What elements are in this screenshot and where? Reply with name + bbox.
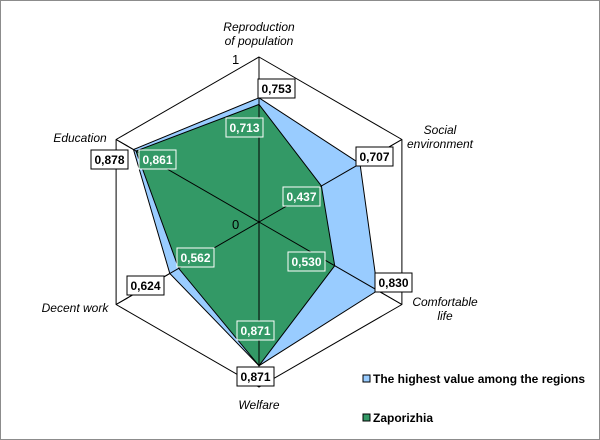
data-label-highest-box [374,272,413,293]
axis-labels: Reproduction of population Social environme… [42,20,478,412]
data-label-highest-text: 0,878 [94,153,124,167]
data-label-highest-text: 0,624 [130,279,160,293]
data-label-zaporizhia-text: 0,713 [229,121,259,135]
data-label-highest-box [90,149,129,170]
axis-label-social-line: Social [424,123,457,137]
axis-label-education: Education [53,131,107,145]
legend-item-highest: The highest value among the regions [362,372,585,386]
axis-label-welfare: Welfare [238,398,279,412]
data-label-highest: 0,624 [126,275,165,296]
axis-label-decent-work-line: Decent work [42,301,110,315]
data-label-highest-text: 0,830 [378,276,408,290]
data-label-zaporizhia-box [287,251,326,272]
data-label-highest-text: 0,871 [240,370,270,384]
tick-label-zero: 0 [232,217,239,232]
axis-label-comfortable-line: Comfortable [412,295,478,309]
data-label-zaporizhia-box [282,186,321,207]
data-label-zaporizhia: 0,713 [225,117,264,138]
axis-label-social: Social environment [407,123,474,151]
axis-label-reproduction: Reproduction of population [223,20,295,48]
data-label-zaporizhia: 0,871 [236,320,275,341]
legend-label-highest: The highest value among the regions [373,372,585,386]
series-layer [115,57,403,387]
data-label-zaporizhia-box [225,117,264,138]
data-label-zaporizhia: 0,562 [176,247,215,268]
data-label-zaporizhia: 0,530 [287,251,326,272]
data-label-zaporizhia-text: 0,437 [286,190,316,204]
axis-label-comfortable-line: life [437,309,453,323]
axis-label-education-line: Education [53,131,107,145]
data-label-zaporizhia: 0,861 [138,149,177,170]
data-label-highest-text: 0,753 [261,82,291,96]
axis-label-welfare-line: Welfare [238,398,279,412]
data-label-highest: 0,753 [257,78,296,99]
data-label-zaporizhia-box [176,247,215,268]
data-label-highest-box [257,78,296,99]
data-labels: 0,753 0,707 0,830 0,871 0,624 0,878 0,713 0,437… [90,78,413,387]
tick-label-one: 1 [232,52,239,67]
data-label-highest: 0,878 [90,149,129,170]
axis-label-reproduction-line: Reproduction [223,20,295,34]
data-label-highest: 0,871 [236,366,275,387]
data-label-highest-text: 0,707 [359,150,389,164]
axis-label-reproduction-line: of population [225,34,294,48]
legend-swatch-zaporizhia [362,413,371,422]
data-label-highest-box [236,366,275,387]
legend-label-zaporizhia: Zaporizhia [373,411,433,425]
data-label-zaporizhia-text: 0,861 [142,153,172,167]
data-label-highest: 0,830 [374,272,413,293]
axis-label-comfortable: Comfortable life [412,295,478,323]
axis-label-social-line: environment [407,137,474,151]
data-label-zaporizhia-text: 0,562 [180,251,210,265]
data-label-highest-box [126,275,165,296]
data-label-zaporizhia-text: 0,530 [291,255,321,269]
data-label-zaporizhia: 0,437 [282,186,321,207]
legend-item-zaporizhia: Zaporizhia [362,411,433,425]
legend-swatch-highest [362,374,371,383]
tick-labels: 0 1 [232,52,239,232]
data-label-highest-box [355,146,394,167]
data-label-zaporizhia-box [236,320,275,341]
data-label-zaporizhia-box [138,149,177,170]
axis-label-decent-work: Decent work [42,301,110,315]
data-label-highest: 0,707 [355,146,394,167]
legend: The highest value among the regions Zapo… [362,372,585,425]
data-label-zaporizhia-text: 0,871 [240,324,270,338]
